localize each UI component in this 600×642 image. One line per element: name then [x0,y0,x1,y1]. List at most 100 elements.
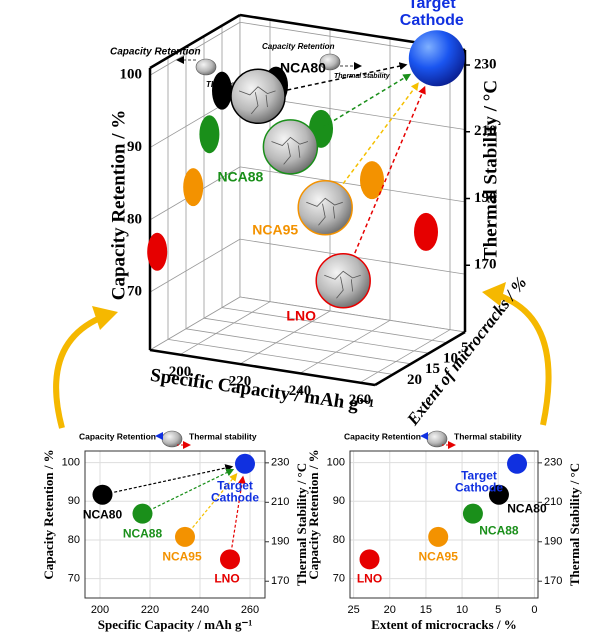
point-label: LNO [286,307,316,324]
y2-tick-label: 210 [271,496,289,508]
grid-line [149,238,241,293]
y-tick-label: 70 [68,573,80,585]
point-label: Target Cathode [399,0,464,30]
y2-tick-label: 210 [474,123,497,139]
z-tick-label: 20 [407,372,422,388]
point-label: NCA95 [252,221,299,238]
grid-line [167,339,394,375]
point-label: Target Cathode [455,468,504,495]
y-tick-label: 80 [127,211,142,227]
grid-line [185,328,412,365]
y2-tick-label: 170 [474,257,497,273]
point [132,503,153,524]
point-label: NCA80 [280,59,326,76]
annotation: Thermal stability [334,73,391,80]
y2-tick-label: 210 [544,496,562,508]
x-axis-title: Specific Capacity / mAh g⁻¹ [98,617,253,632]
z-tick-label: 15 [425,361,440,377]
arrow-head [482,282,506,306]
crack-texture [271,136,309,165]
y2-axis-title: Thermal Stability / °C [567,463,582,586]
cracked-sphere [262,119,319,175]
point [462,503,483,524]
trend-arrow [287,62,408,91]
y-axis-title: Capacity Retention / % [108,110,129,301]
x-tick-label: 260 [241,604,259,616]
x-tick-label: 200 [169,364,192,380]
x-tick-label: 5 [495,604,501,616]
y-axis-title: Capacity Retention / % [41,449,56,579]
point-label: Target Cathode [211,478,259,505]
projection-left-wall [183,168,204,207]
x-tick-label: 25 [347,604,359,616]
x-tick-label: 240 [191,604,209,616]
point-label: NCA95 [162,549,202,564]
x-tick-label: 15 [420,604,432,616]
y2-tick-label: 190 [544,536,562,548]
y2-axis-title: Thermal Stability / °C [294,463,309,586]
plot-frame [349,450,539,599]
yellow-arrows [53,282,552,429]
projection-left-wall [199,115,220,154]
axis-line [374,330,466,387]
crack-texture [238,86,276,115]
grid-line [359,329,451,384]
y-axis-title: Capacity Retention / % [306,449,321,579]
point-label: NCA88 [479,523,519,538]
x-axis-title: Extent of microcracks / % [371,617,517,632]
projection-back-wall [360,161,384,200]
arrow-head [92,306,118,330]
y-tick-label: 70 [127,284,142,300]
point-label: LNO [214,572,240,587]
crack-texture [306,197,343,226]
grid-line [203,317,430,354]
y-tick-label: 90 [127,139,142,155]
x-tick-label: 240 [289,383,312,399]
point-label: NCA88 [217,168,264,185]
x-tick-label: 0 [531,604,537,616]
curved-arrow [53,315,102,429]
y2-tick-label: 230 [271,457,289,469]
z-tick-label: 10 [443,351,458,367]
y2-tick-label: 170 [271,575,289,587]
annotation: Thermal stability [189,431,257,441]
annotation: Thermal stability [454,431,522,441]
y2-tick-label: 190 [474,190,497,206]
grid-line [149,21,241,76]
grid-line [221,307,448,343]
sphere [408,30,465,87]
point-label: NCA88 [122,526,163,541]
z-tick-label: 5 [461,340,469,356]
x-tick-label: 220 [141,604,159,616]
point-label: LNO [356,572,383,587]
point [507,453,528,474]
y-tick-label: 100 [62,457,80,469]
sample-icon [319,53,341,71]
annotation: Capacity Retention [344,431,421,441]
y-tick-label: 90 [68,495,80,507]
point [175,526,195,547]
point [488,484,509,505]
point-label: NCA95 [418,549,458,564]
projection-left-wall [212,71,232,110]
axis-line [149,348,376,387]
y-tick-label: 100 [120,67,143,83]
x-tick-label: 220 [229,373,252,389]
sample-icon [195,58,217,76]
trend-arrow [231,475,246,548]
axis-line [149,13,241,70]
annotation: Capacity Retention [79,431,156,441]
y2-tick-label: 230 [474,56,497,72]
projection-left-wall [147,232,168,271]
grid-line [299,319,391,374]
point [428,526,449,547]
point [92,484,113,505]
grid-line [239,310,331,365]
y-tick-label: 90 [333,495,345,507]
grid-line [239,166,466,203]
x-tick-label: 10 [456,604,468,616]
y-tick-label: 70 [333,573,345,585]
cracked-sphere [315,252,371,309]
